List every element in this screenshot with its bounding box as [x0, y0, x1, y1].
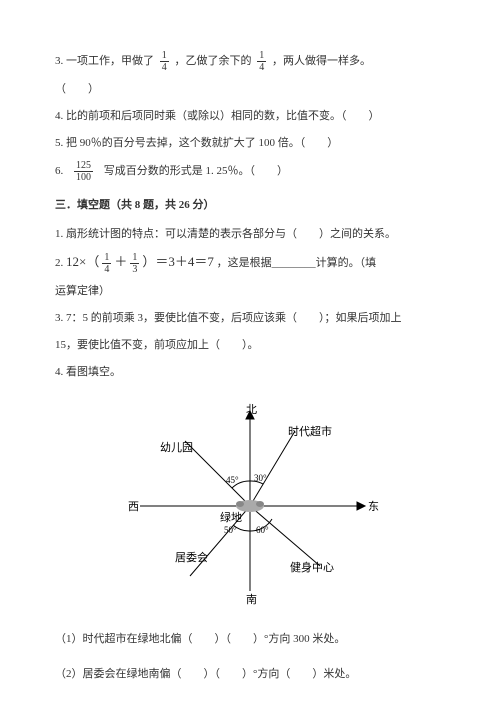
fill2-b: ，这是根据________计算的。（填 — [217, 257, 377, 269]
section-3-title: 三．填空题（共 8 题，共 26 分） — [55, 195, 445, 216]
q3-text-b: ，乙做了余下的 — [175, 55, 252, 67]
q3-blank: （ ） — [55, 79, 445, 100]
fill2-a: 2. — [55, 257, 63, 269]
fill-question-3b: 15，要使比值不变，前项应加上（ ）。 — [55, 335, 445, 356]
q3-text-a: 3. 一项工作，甲做了 — [55, 55, 154, 67]
fill2-plus: ＋ — [114, 254, 127, 269]
fill-question-1: 1. 扇形统计图的特点：可以清楚的表示各部分与（ ）之间的关系。 — [55, 224, 445, 245]
fraction-125-100: 125 100 — [74, 160, 93, 183]
sub-question-1: （1）时代超市在绿地北偏（ ）（ ）°方向 300 米处。 — [55, 629, 445, 650]
compass-diagram: 北 南 东 西 绿地 幼儿园 时代超市 居委会 健身中心 45° 30° 50°… — [55, 401, 445, 611]
label-committee: 居委会 — [175, 551, 208, 564]
fraction-14c: 1 4 — [102, 252, 111, 275]
label-supermarket: 时代超市 — [288, 424, 332, 438]
fill-question-3a: 3. 7：5 的前项乘 3，要使比值不变，后项应该乘（ ）；如果后项加上 — [55, 308, 445, 329]
label-fitness: 健身中心 — [290, 560, 334, 574]
q6-text-b: 写成百分数的形式是 1. 25％。（ ） — [104, 165, 288, 177]
fill-question-2: 2. 12×（ 1 4 ＋ 1 3 ）＝3＋4＝7 ，这是根据________计… — [55, 250, 445, 275]
label-north: 北 — [246, 403, 257, 416]
label-south: 南 — [246, 593, 257, 606]
fraction-13: 1 3 — [130, 252, 139, 275]
label-east: 东 — [368, 500, 379, 513]
sub-question-2: （2）居委会在绿地南偏（ ）（ ）°方向（ ）米处。 — [55, 664, 445, 685]
question-4: 4. 比的前项和后项同时乘（或除以）相同的数，比值不变。（ ） — [55, 106, 445, 127]
q6-text-a: 6. — [55, 165, 63, 177]
angle-30: 30° — [254, 473, 267, 483]
question-5: 5. 把 90％的百分号去掉，这个数就扩大了 100 倍。（ ） — [55, 133, 445, 154]
question-6: 6. 125 100 写成百分数的形式是 1. 25％。（ ） — [55, 160, 445, 183]
fill2-formula: 12×（ — [66, 254, 99, 269]
fraction-1-4-b: 1 4 — [257, 50, 266, 73]
label-nursery: 幼儿园 — [160, 441, 193, 454]
angle-50: 50° — [224, 525, 237, 535]
label-center: 绿地 — [220, 510, 242, 524]
question-3: 3. 一项工作，甲做了 1 4 ，乙做了余下的 1 4 ，两人做得一样多。 — [55, 50, 445, 73]
fill-question-4: 4. 看图填空。 — [55, 362, 445, 383]
fill2-eq: ）＝3＋4＝7 — [142, 254, 214, 269]
fraction-1-4: 1 4 — [160, 50, 169, 73]
q3-text-c: ，两人做得一样多。 — [272, 55, 371, 67]
fill2-c: 运算定律） — [55, 281, 445, 302]
angle-45: 45° — [226, 475, 239, 485]
label-west: 西 — [128, 501, 139, 513]
angle-60: 60° — [256, 525, 269, 535]
